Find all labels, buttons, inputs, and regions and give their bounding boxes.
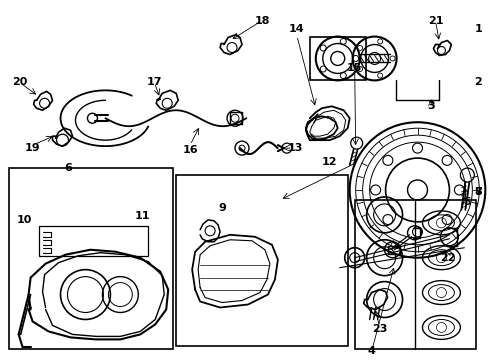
Text: 15: 15 [346, 63, 362, 73]
Text: 20: 20 [12, 77, 27, 87]
Text: 11: 11 [134, 211, 150, 221]
Text: 23: 23 [371, 324, 386, 334]
Text: 3: 3 [427, 101, 434, 111]
Text: 9: 9 [218, 203, 225, 213]
Text: 8: 8 [473, 187, 481, 197]
Bar [176, 175, 347, 346]
Bar [309, 37, 365, 80]
Text: 22: 22 [439, 253, 454, 263]
Text: 19: 19 [25, 143, 41, 153]
Bar [354, 200, 475, 349]
Text: 6: 6 [64, 163, 72, 173]
Text: 21: 21 [427, 15, 442, 26]
Text: 17: 17 [146, 77, 162, 87]
Text: 12: 12 [322, 157, 337, 167]
Text: 14: 14 [288, 24, 304, 33]
Bar [39, 226, 148, 256]
Text: 7: 7 [473, 187, 481, 197]
Text: 18: 18 [254, 15, 269, 26]
Text: 10: 10 [17, 215, 32, 225]
Text: 1: 1 [473, 24, 481, 33]
Text: 13: 13 [287, 143, 303, 153]
Text: 4: 4 [367, 346, 375, 356]
Bar [9, 168, 173, 349]
Text: 2: 2 [473, 77, 481, 87]
Text: 5: 5 [463, 197, 470, 207]
Text: 16: 16 [182, 145, 198, 155]
